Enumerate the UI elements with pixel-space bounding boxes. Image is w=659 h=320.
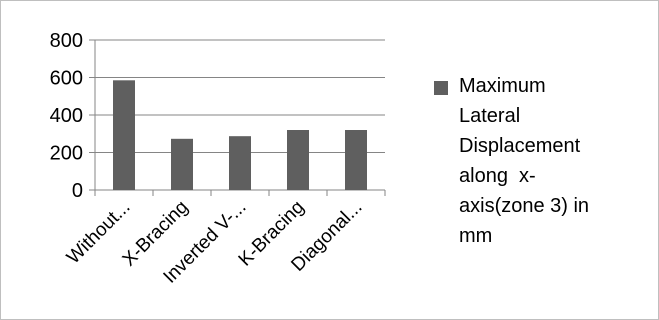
y-tick-label: 600 xyxy=(50,68,83,90)
bar xyxy=(345,130,367,190)
bar xyxy=(113,80,135,190)
y-tick-label: 0 xyxy=(72,180,83,202)
legend-swatch xyxy=(434,81,448,95)
y-tick-label: 200 xyxy=(50,143,83,165)
bar xyxy=(171,138,193,190)
legend-label: Maximum Lateral Displacement along x- ax… xyxy=(459,75,590,247)
y-tick-label: 800 xyxy=(50,30,83,52)
y-tick-label: 400 xyxy=(50,105,83,127)
bar xyxy=(287,130,309,190)
bar xyxy=(229,136,251,190)
